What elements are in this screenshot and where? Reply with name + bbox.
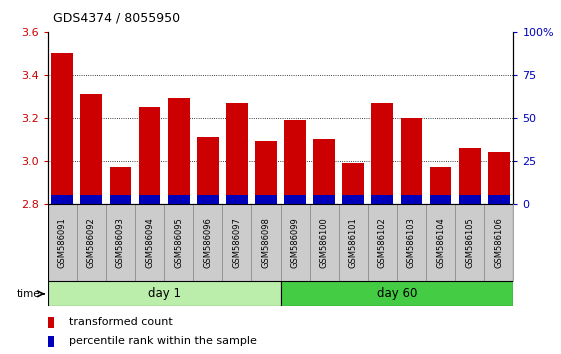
Text: GSM586102: GSM586102 bbox=[378, 217, 387, 268]
Bar bbox=[455, 204, 484, 281]
Bar bbox=[222, 204, 251, 281]
Bar bbox=[430, 167, 452, 204]
Bar bbox=[197, 137, 219, 204]
Bar bbox=[255, 141, 277, 204]
Bar bbox=[459, 195, 481, 204]
Bar bbox=[401, 195, 422, 204]
Bar bbox=[51, 195, 73, 204]
Bar bbox=[106, 204, 135, 281]
Text: GSM586100: GSM586100 bbox=[320, 217, 329, 268]
Text: time: time bbox=[17, 289, 40, 299]
Bar bbox=[80, 94, 102, 204]
Bar bbox=[197, 195, 219, 204]
Text: GSM586094: GSM586094 bbox=[145, 217, 154, 268]
Bar bbox=[48, 317, 53, 328]
Text: GSM586092: GSM586092 bbox=[87, 217, 96, 268]
Bar bbox=[80, 195, 102, 204]
Bar bbox=[77, 204, 106, 281]
Bar bbox=[168, 195, 190, 204]
Bar bbox=[255, 195, 277, 204]
Bar bbox=[51, 53, 73, 204]
Bar bbox=[135, 204, 164, 281]
Bar bbox=[164, 204, 193, 281]
Bar bbox=[484, 204, 513, 281]
Bar bbox=[168, 98, 190, 204]
Bar bbox=[280, 281, 513, 306]
Text: GSM586104: GSM586104 bbox=[436, 217, 445, 268]
Text: GSM586091: GSM586091 bbox=[58, 217, 67, 268]
Bar bbox=[371, 103, 393, 204]
Text: GSM586105: GSM586105 bbox=[465, 217, 474, 268]
Text: GSM586096: GSM586096 bbox=[203, 217, 212, 268]
Bar bbox=[342, 195, 364, 204]
Bar bbox=[488, 152, 510, 204]
Bar bbox=[426, 204, 455, 281]
Bar bbox=[313, 195, 335, 204]
Text: percentile rank within the sample: percentile rank within the sample bbox=[68, 336, 256, 346]
Bar bbox=[48, 281, 280, 306]
Text: GDS4374 / 8055950: GDS4374 / 8055950 bbox=[53, 12, 181, 25]
Bar bbox=[310, 204, 339, 281]
Text: GSM586095: GSM586095 bbox=[174, 217, 183, 268]
Bar bbox=[280, 204, 310, 281]
Text: GSM586093: GSM586093 bbox=[116, 217, 125, 268]
Text: GSM586099: GSM586099 bbox=[291, 217, 300, 268]
Bar bbox=[313, 139, 335, 204]
Text: day 1: day 1 bbox=[148, 287, 181, 300]
Text: GSM586103: GSM586103 bbox=[407, 217, 416, 268]
Text: transformed count: transformed count bbox=[68, 318, 172, 327]
Bar bbox=[139, 195, 160, 204]
Bar bbox=[368, 204, 397, 281]
Bar bbox=[342, 163, 364, 204]
Text: GSM586106: GSM586106 bbox=[494, 217, 503, 268]
Bar bbox=[459, 148, 481, 204]
Bar bbox=[401, 118, 422, 204]
Text: day 60: day 60 bbox=[377, 287, 417, 300]
Bar bbox=[284, 120, 306, 204]
Bar bbox=[226, 103, 248, 204]
Bar bbox=[430, 195, 452, 204]
Bar bbox=[109, 167, 131, 204]
Bar bbox=[48, 204, 77, 281]
Bar bbox=[371, 195, 393, 204]
Bar bbox=[48, 336, 53, 347]
Text: GSM586101: GSM586101 bbox=[349, 217, 358, 268]
Bar bbox=[339, 204, 368, 281]
Bar bbox=[139, 107, 160, 204]
Bar bbox=[284, 195, 306, 204]
Bar bbox=[397, 204, 426, 281]
Bar bbox=[193, 204, 222, 281]
Bar bbox=[488, 195, 510, 204]
Bar bbox=[109, 195, 131, 204]
Text: GSM586098: GSM586098 bbox=[261, 217, 270, 268]
Text: GSM586097: GSM586097 bbox=[232, 217, 241, 268]
Bar bbox=[251, 204, 280, 281]
Bar bbox=[226, 195, 248, 204]
